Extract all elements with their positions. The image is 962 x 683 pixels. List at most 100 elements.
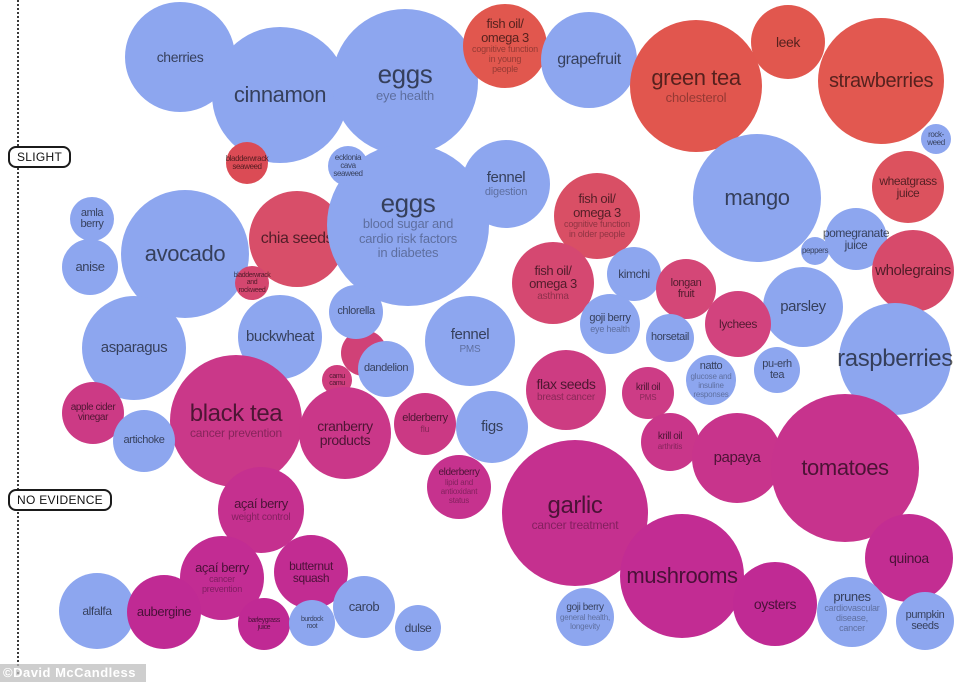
- bubble-subtitle: cancer treatment: [531, 518, 619, 533]
- bubble-kimchi: kimchi: [607, 247, 661, 301]
- bubble-label: avocado: [144, 240, 226, 266]
- bubble-label: eggs: [377, 59, 433, 90]
- bubble-label: goji berry: [589, 311, 631, 324]
- bubble-aubergine: aubergine: [127, 575, 201, 649]
- bubble-goji-berry-longevity: goji berry general health, longevity: [556, 588, 614, 646]
- evidence-axis-dotted-line: [17, 0, 19, 674]
- bubble-dandelion: dandelion: [358, 341, 414, 397]
- bubble-ecklonia-cava-seaweed: ecklonia cava seaweed: [328, 146, 368, 186]
- bubble-carob: carob: [333, 576, 395, 638]
- bubble-label: elderberry: [402, 411, 448, 424]
- bubble-label: cherries: [156, 48, 204, 65]
- bubble-elderberry-flu: elderberry flu: [394, 393, 456, 455]
- credit-text: ©David McCandless: [0, 664, 146, 682]
- bubble-figs: figs: [456, 391, 528, 463]
- bubble-label: artichoke: [123, 434, 165, 447]
- bubble-label: krill oil: [657, 431, 683, 442]
- bubble-label: krill oil: [635, 382, 661, 393]
- bubble-label: cinnamon: [233, 81, 327, 107]
- bubble-black-tea: black tea cancer prevention: [170, 355, 302, 487]
- bubble-label: elderberry: [438, 467, 480, 479]
- bubble-label: burdock root: [300, 615, 324, 630]
- bubble-label: fish oil/ omega 3: [529, 262, 577, 291]
- bubble-label: rock- weed: [927, 129, 945, 147]
- bubble-label: butternut squash: [289, 558, 333, 585]
- bubble-label: grapefruit: [557, 50, 621, 68]
- bubble-subtitle: cancer prevention: [190, 426, 282, 441]
- bubble-krill-oil-arthritis: krill oil arthritis: [641, 413, 699, 471]
- bubble-label: chia seeds: [260, 229, 334, 247]
- bubble-strawberries: strawberries: [818, 18, 944, 144]
- bubble-prunes: prunes cardiovascular disease, cancer: [817, 577, 887, 647]
- bubble-label: buckwheat: [245, 328, 315, 346]
- bubble-fennel-pms: fennel PMS: [425, 296, 515, 386]
- bubble-label: strawberries: [828, 69, 934, 92]
- bubble-grapefruit: grapefruit: [541, 12, 637, 108]
- bubble-label: parsley: [780, 298, 826, 316]
- bubble-label: kimchi: [618, 266, 650, 281]
- bubble-dulse: dulse: [395, 605, 441, 651]
- bubble-label: wholegrains: [875, 262, 951, 280]
- bubble-artichoke: artichoke: [113, 410, 175, 472]
- bubble-peppers: peppers: [801, 237, 829, 265]
- bubble-subtitle: weight control: [231, 511, 291, 523]
- bubble-label: camu camu: [329, 372, 345, 387]
- bubble-green-tea: green tea cholesterol: [630, 20, 762, 152]
- bubble-subtitle: arthritis: [657, 442, 683, 452]
- bubble-label: mushrooms: [626, 562, 738, 588]
- bubble-quinoa: quinoa: [865, 514, 953, 602]
- bubble-label: horsetail: [651, 331, 689, 344]
- bubble-barleygrass-juice: barleygrass juice: [238, 598, 290, 650]
- bubble-label: papaya: [713, 449, 761, 467]
- bubble-cherries: cherries: [125, 2, 235, 112]
- bubble-label: barleygrass juice: [248, 616, 280, 631]
- bubble-label: garlic: [547, 491, 603, 519]
- bubble-subtitle: flu: [420, 424, 430, 435]
- bubble-label: açaí berry: [195, 559, 249, 575]
- bubble-alfalfa: alfalfa: [59, 573, 135, 649]
- bubble-flax-seeds: flax seeds breast cancer: [526, 350, 606, 430]
- bubble-elderberry-lipid: elderberry lipid and antioxidant status: [427, 455, 491, 519]
- bubble-parsley: parsley: [763, 267, 843, 347]
- bubble-goji-berry-eye-health: goji berry eye health: [580, 294, 640, 354]
- bubble-subtitle: cholesterol: [665, 89, 727, 105]
- bubble-subtitle: eye health: [590, 324, 630, 335]
- bubble-label: dandelion: [363, 362, 409, 375]
- bubble-label: peppers: [801, 245, 829, 255]
- bubble-label: bladderwrack and rockweed: [233, 272, 271, 294]
- bubble-label: dulse: [404, 620, 432, 635]
- bubble-cinnamon: cinnamon: [212, 27, 348, 163]
- bubble-label: tomatoes: [801, 454, 889, 480]
- bubble-bladderwrack-seaweed: bladderwrack seaweed: [226, 142, 269, 184]
- bubble-natto: natto glucose and insuline responses: [686, 355, 736, 405]
- bubble-label: black tea: [189, 399, 283, 427]
- bubble-label: leek: [775, 33, 801, 50]
- bubble-burdock-root: burdock root: [289, 600, 335, 646]
- bubble-subtitle: blood sugar and cardio risk factors in d…: [358, 216, 458, 260]
- bubble-subtitle: eye health: [376, 87, 434, 103]
- bubble-eggs-eye-health: eggs eye health: [332, 9, 478, 155]
- bubble-pu-erh-tea: pu-erh tea: [754, 347, 800, 393]
- bubble-oysters: oysters: [733, 562, 817, 646]
- bubble-krill-oil-pms: krill oil PMS: [622, 367, 674, 419]
- bubble-label: chlorella: [337, 305, 375, 318]
- bubble-label: goji berry: [566, 601, 604, 613]
- bubble-label: mango: [724, 184, 790, 210]
- bubble-amla-berry: amla berry: [70, 197, 114, 241]
- bubble-cranberry-products: cranberry products: [299, 387, 391, 479]
- bubble-label: pumpkin seeds: [905, 608, 945, 632]
- bubble-pomegranate-juice: pomegranate juice: [823, 208, 890, 270]
- bubble-subtitle: cardiovascular disease, cancer: [824, 603, 880, 634]
- axis-label-slight: SLIGHT: [8, 146, 72, 168]
- bubble-label: anise: [75, 259, 105, 275]
- bubble-label: quinoa: [889, 549, 929, 566]
- bubble-subtitle: asthma: [537, 291, 569, 303]
- bubble-label: longan fruit: [670, 276, 702, 300]
- bubble-label: apple cider vinegar: [70, 401, 116, 423]
- bubble-subtitle: digestion: [484, 186, 528, 199]
- bubble-label: cranberry products: [317, 417, 373, 448]
- bubble-fish-oil-asthma: fish oil/ omega 3 asthma: [512, 242, 594, 324]
- bubble-label: fennel: [486, 168, 526, 186]
- bubble-label: prunes: [833, 589, 871, 605]
